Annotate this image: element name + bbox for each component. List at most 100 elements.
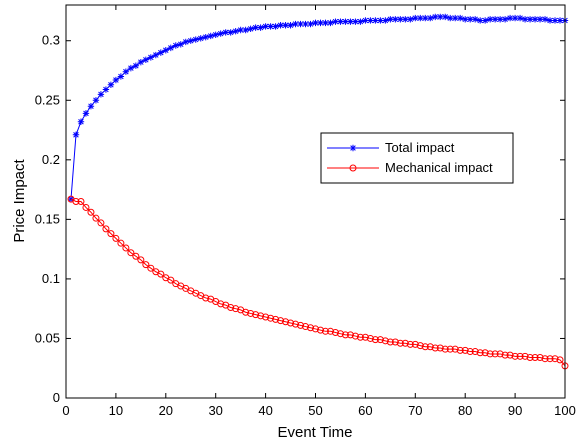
data-point <box>436 344 444 352</box>
data-point <box>137 256 145 264</box>
data-point <box>349 144 357 152</box>
data-point <box>407 16 414 23</box>
data-point <box>312 19 319 27</box>
data-point <box>277 317 285 325</box>
data-point <box>427 14 434 22</box>
data-point <box>212 31 219 38</box>
data-point <box>297 20 304 28</box>
data-point <box>351 332 359 340</box>
y-tick-label: 0.3 <box>42 33 60 48</box>
data-point <box>157 270 165 278</box>
data-point <box>127 249 135 257</box>
data-point <box>202 33 209 41</box>
series-layer <box>67 13 569 370</box>
data-point <box>481 17 489 24</box>
data-point <box>152 51 160 59</box>
data-point <box>471 348 479 356</box>
data-point <box>346 331 354 339</box>
data-point <box>122 68 130 75</box>
data-point <box>422 14 429 22</box>
data-point <box>357 18 364 25</box>
data-point <box>466 348 474 356</box>
data-point <box>67 195 75 203</box>
data-point <box>491 350 499 358</box>
data-point <box>401 339 409 347</box>
data-point <box>132 252 140 260</box>
data-point <box>247 25 254 33</box>
data-point <box>526 354 534 362</box>
data-point <box>277 22 284 29</box>
data-point <box>336 330 344 338</box>
data-point <box>437 13 444 21</box>
plot-frame <box>65 4 566 399</box>
data-point <box>102 225 110 233</box>
x-axis-label: Event Time <box>277 424 352 441</box>
data-point <box>162 47 169 54</box>
data-point <box>312 325 319 333</box>
data-point <box>377 17 384 24</box>
legend-entries: Total impact Mechanical impact <box>327 140 493 175</box>
data-point <box>446 345 454 353</box>
data-point <box>242 26 249 34</box>
data-point <box>187 37 194 44</box>
data-point <box>406 340 414 348</box>
data-point <box>122 244 130 252</box>
data-point <box>486 16 494 23</box>
data-point <box>177 41 184 48</box>
data-point <box>466 16 474 23</box>
data-point <box>536 16 544 23</box>
data-point <box>331 329 339 336</box>
data-point <box>511 352 519 360</box>
data-point <box>496 350 504 358</box>
data-point <box>102 86 110 93</box>
data-point <box>287 319 295 327</box>
y-axis-label: Price Impact <box>11 158 28 242</box>
data-point <box>361 333 369 341</box>
data-point <box>307 20 314 28</box>
data-point <box>447 14 454 22</box>
data-point <box>257 312 265 320</box>
data-point <box>521 352 529 360</box>
data-point <box>297 321 305 329</box>
data-point <box>526 16 534 23</box>
data-point <box>501 16 509 23</box>
data-point <box>391 338 399 346</box>
y-tick-label: 0.1 <box>42 271 60 286</box>
y-tick-label: 0.05 <box>35 330 60 345</box>
data-point <box>227 303 235 311</box>
legend: Total impact Mechanical impact <box>320 132 514 184</box>
data-point <box>476 349 484 357</box>
y-tick-label: 0.2 <box>42 152 60 167</box>
x-tick-label: 60 <box>358 403 372 418</box>
data-point <box>272 23 279 30</box>
data-point <box>117 239 125 247</box>
data-point <box>262 313 270 321</box>
data-point <box>167 44 174 52</box>
data-point <box>87 208 95 216</box>
data-point <box>387 16 394 23</box>
data-point <box>381 337 389 345</box>
data-point <box>386 338 394 346</box>
axis-ticks <box>65 5 566 399</box>
legend-entry: Mechanical impact <box>327 160 493 175</box>
x-tick-label: 30 <box>208 403 222 418</box>
legend-label: Total impact <box>385 140 455 155</box>
data-point <box>292 20 299 28</box>
data-point <box>202 294 210 302</box>
data-point <box>252 311 260 319</box>
series-0 <box>67 13 569 203</box>
data-point <box>396 339 404 347</box>
data-point <box>217 30 224 37</box>
data-point <box>506 351 514 359</box>
data-point <box>496 16 504 23</box>
data-point <box>82 110 90 117</box>
data-point <box>362 17 369 24</box>
y-tick-label: 0.25 <box>35 92 60 107</box>
x-tick-label: 10 <box>109 403 123 418</box>
data-point <box>307 324 315 332</box>
data-point <box>217 300 225 308</box>
data-point <box>262 23 269 30</box>
data-point <box>541 355 549 363</box>
data-point <box>302 323 310 331</box>
